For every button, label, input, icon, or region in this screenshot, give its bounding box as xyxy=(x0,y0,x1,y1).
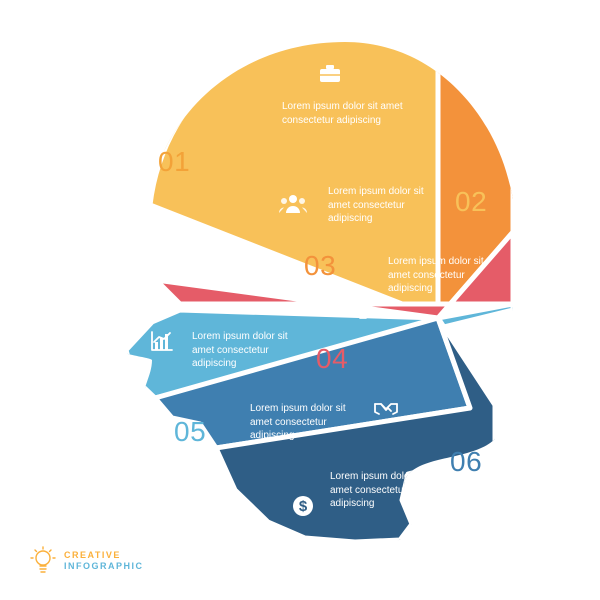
bulb-icon xyxy=(352,295,374,321)
briefcase-icon xyxy=(318,62,342,84)
brand-text: CREATIVE INFOGRAPHIC xyxy=(64,550,144,573)
brand-footer: CREATIVE INFOGRAPHIC xyxy=(30,546,144,576)
segment-number-01: 01 xyxy=(158,148,190,176)
people-icon xyxy=(278,193,308,213)
segment-number-02: 02 xyxy=(455,188,487,216)
bulb-logo-icon xyxy=(30,546,56,576)
segment-number-06: 06 xyxy=(450,448,482,476)
segment-number-04: 04 xyxy=(316,345,348,373)
handshake-icon xyxy=(372,400,400,418)
segment-text-06: Lorem ipsum dolor sit amet consectetur a… xyxy=(330,470,445,511)
brand-line1: CREATIVE xyxy=(64,550,144,561)
segment-text-03: Lorem ipsum dolor sit amet consectetur a… xyxy=(388,255,503,296)
segment-text-02: Lorem ipsum dolor sit amet consectetur a… xyxy=(328,185,443,226)
dollar-icon: $ xyxy=(292,495,314,517)
brand-line2: INFOGRAPHIC xyxy=(64,561,144,572)
segment-text-01: Lorem ipsum dolor sit amet consectetur a… xyxy=(282,100,412,127)
chart-icon xyxy=(150,330,174,352)
segment-number-03: 03 xyxy=(304,252,336,280)
segment-text-05: Lorem ipsum dolor sit amet consectetur a… xyxy=(250,402,365,443)
infographic-stage: 01 Lorem ipsum dolor sit amet consectetur… xyxy=(0,0,600,600)
segment-text-04: Lorem ipsum dolor sit amet consectetur a… xyxy=(192,330,307,371)
svg-text:$: $ xyxy=(299,498,308,515)
segment-number-05: 05 xyxy=(174,418,206,446)
